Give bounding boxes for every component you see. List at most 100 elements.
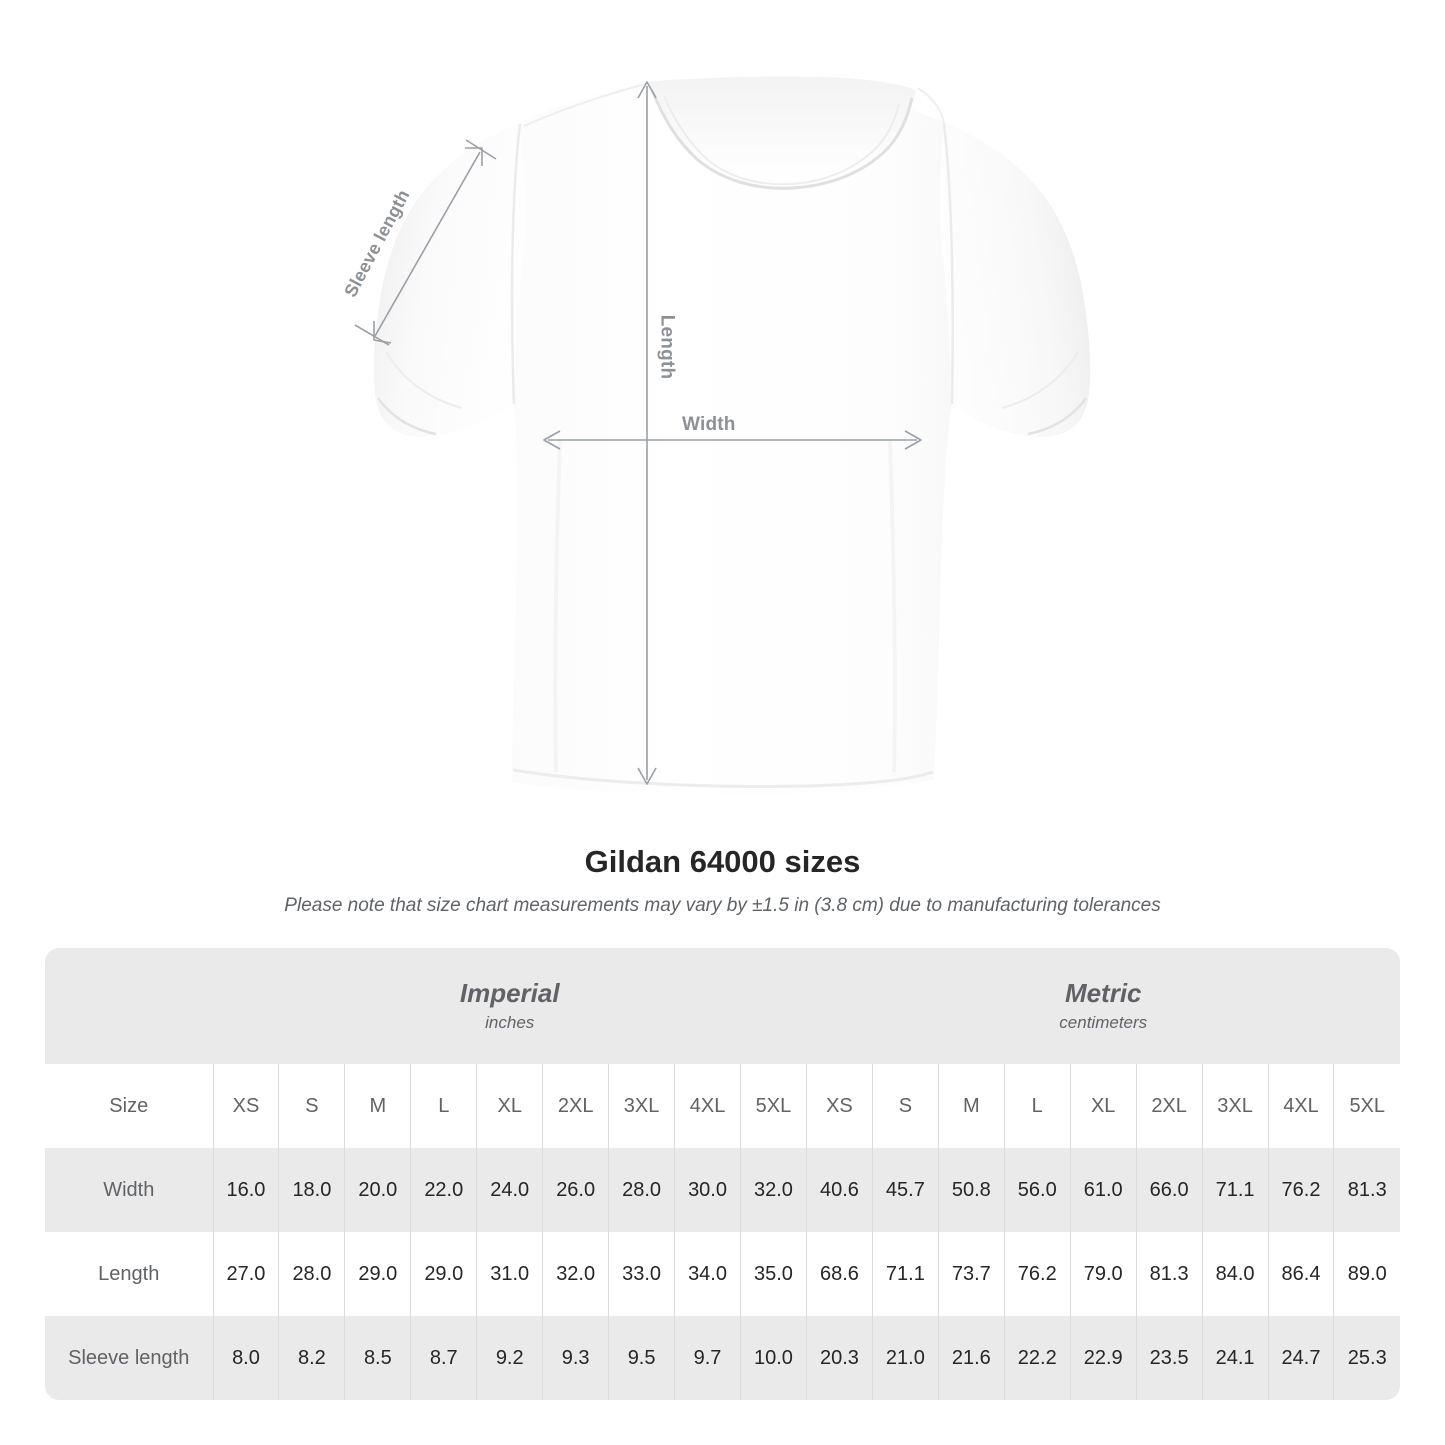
size-header-cell-metric-xs: XS bbox=[805, 1064, 873, 1148]
cell-sleeve-length-imperial-l: 8.7 bbox=[410, 1316, 477, 1400]
cell-sleeve-length-imperial-5xl: 10.0 bbox=[740, 1316, 807, 1400]
cell-sleeve-length-metric-s: 21.0 bbox=[871, 1316, 939, 1400]
cell-width-metric-m: 50.8 bbox=[937, 1148, 1005, 1232]
cell-sleeve-length-imperial-s: 8.2 bbox=[278, 1316, 345, 1400]
size-header-row: Size XS S M L XL 2XL 3XL 4XL 5XL XS S M L XL 2XL 3XL 4XL 5… bbox=[45, 1064, 1401, 1148]
length-dimension-label: Length bbox=[656, 314, 678, 380]
cell-length-imperial-3xl: 33.0 bbox=[608, 1232, 675, 1316]
cell-width-imperial-m: 20.0 bbox=[344, 1148, 411, 1232]
cell-length-metric-s: 71.1 bbox=[871, 1232, 939, 1316]
cell-sleeve-length-metric-3xl: 24.1 bbox=[1201, 1316, 1269, 1400]
size-header-cell-metric-4xl: 4XL bbox=[1267, 1064, 1334, 1148]
cell-length-metric-xs: 68.6 bbox=[805, 1232, 873, 1316]
chart-title-block: Gildan 64000 sizes Please note that size… bbox=[0, 844, 1445, 918]
cell-sleeve-length-metric-xs: 20.3 bbox=[805, 1316, 873, 1400]
size-header-cell-metric-3xl: 3XL bbox=[1201, 1064, 1269, 1148]
size-header-cell-metric-2xl: 2XL bbox=[1135, 1064, 1203, 1148]
tshirt-measurement-diagram: Sleeve length Length Width bbox=[340, 76, 1091, 796]
cell-sleeve-length-imperial-m: 8.5 bbox=[344, 1316, 411, 1400]
cell-sleeve-length-metric-4xl: 24.7 bbox=[1267, 1316, 1334, 1400]
size-header-cell-metric-5xl: 5XL bbox=[1333, 1064, 1401, 1148]
unit-group-header-imperial: Imperial inches bbox=[213, 948, 807, 1064]
cell-width-imperial-5xl: 32.0 bbox=[740, 1148, 807, 1232]
unit-group-subtitle: centimeters bbox=[1059, 1012, 1148, 1032]
cell-length-imperial-xl: 31.0 bbox=[476, 1232, 543, 1316]
unit-row-spacer bbox=[45, 948, 213, 1064]
size-header-cell-metric-l: L bbox=[1003, 1064, 1071, 1148]
measurement-tolerance-note: Please note that size chart measurements… bbox=[284, 895, 1161, 917]
cell-width-metric-4xl: 76.2 bbox=[1267, 1148, 1334, 1232]
cell-length-metric-4xl: 86.4 bbox=[1267, 1232, 1334, 1316]
size-header-cell-imperial-m: M bbox=[344, 1064, 411, 1148]
cell-sleeve-length-metric-m: 21.6 bbox=[937, 1316, 1005, 1400]
size-header-cell-imperial-xs: XS bbox=[212, 1064, 279, 1148]
tshirt-illustration bbox=[354, 76, 1091, 796]
table-row: Sleeve length 8.0 8.2 8.5 8.7 9.2 9.3 9.5 9.7 10.… bbox=[45, 1316, 1401, 1400]
table-row: Length 27.0 28.0 29.0 29.0 31.0 32.0 33.0 34.0 35… bbox=[45, 1232, 1401, 1316]
size-header-cell-imperial-5xl: 5XL bbox=[740, 1064, 807, 1148]
cell-sleeve-length-imperial-xl: 9.2 bbox=[476, 1316, 543, 1400]
row-label-width: Width bbox=[45, 1148, 213, 1232]
cell-length-imperial-m: 29.0 bbox=[344, 1232, 411, 1316]
unit-group-name: Imperial bbox=[459, 978, 560, 1008]
unit-group-header-row: Imperial inches Metric centimeters bbox=[45, 948, 1401, 1064]
cell-length-metric-xl: 79.0 bbox=[1069, 1232, 1137, 1316]
cell-width-imperial-3xl: 28.0 bbox=[608, 1148, 675, 1232]
cell-length-metric-5xl: 89.0 bbox=[1333, 1232, 1401, 1316]
cell-sleeve-length-metric-xl: 22.9 bbox=[1069, 1316, 1137, 1400]
size-row-label: Size bbox=[45, 1064, 213, 1148]
page-title: Gildan 64000 sizes bbox=[584, 844, 861, 879]
cell-length-imperial-s: 28.0 bbox=[278, 1232, 345, 1316]
cell-sleeve-length-metric-2xl: 23.5 bbox=[1135, 1316, 1203, 1400]
cell-length-metric-l: 76.2 bbox=[1003, 1232, 1071, 1316]
length-arrow bbox=[637, 81, 657, 785]
cell-width-metric-3xl: 71.1 bbox=[1201, 1148, 1269, 1232]
cell-width-metric-xl: 61.0 bbox=[1069, 1148, 1137, 1232]
shirt-body-shape bbox=[373, 76, 1091, 796]
cell-width-imperial-4xl: 30.0 bbox=[674, 1148, 741, 1232]
size-chart-table-container: Imperial inches Metric centimeters Size XS S M L… bbox=[45, 948, 1401, 1400]
cell-sleeve-length-imperial-4xl: 9.7 bbox=[674, 1316, 741, 1400]
cell-length-metric-2xl: 81.3 bbox=[1135, 1232, 1203, 1316]
cell-length-metric-m: 73.7 bbox=[937, 1232, 1005, 1316]
row-label-sleeve-length: Sleeve length bbox=[45, 1316, 213, 1400]
unit-group-subtitle: inches bbox=[485, 1012, 535, 1032]
cell-sleeve-length-imperial-xs: 8.0 bbox=[212, 1316, 279, 1400]
cell-width-metric-xs: 40.6 bbox=[805, 1148, 873, 1232]
cell-sleeve-length-metric-l: 22.2 bbox=[1003, 1316, 1071, 1400]
size-header-cell-metric-s: S bbox=[871, 1064, 939, 1148]
size-header-cell-imperial-3xl: 3XL bbox=[608, 1064, 675, 1148]
size-header-cell-metric-m: M bbox=[937, 1064, 1005, 1148]
table-row: Width 16.0 18.0 20.0 22.0 24.0 26.0 28.0 30.0 32.… bbox=[45, 1148, 1401, 1232]
cell-width-imperial-xl: 24.0 bbox=[476, 1148, 543, 1232]
annotation-arrows bbox=[354, 81, 922, 785]
cell-length-imperial-2xl: 32.0 bbox=[542, 1232, 609, 1316]
cell-sleeve-length-imperial-3xl: 9.5 bbox=[608, 1316, 675, 1400]
size-header-cell-imperial-l: L bbox=[410, 1064, 477, 1148]
unit-group-header-metric: Metric centimeters bbox=[806, 948, 1401, 1064]
cell-width-imperial-l: 22.0 bbox=[410, 1148, 477, 1232]
cell-length-metric-3xl: 84.0 bbox=[1201, 1232, 1269, 1316]
cell-width-imperial-2xl: 26.0 bbox=[542, 1148, 609, 1232]
width-arrow bbox=[543, 430, 922, 450]
cell-width-imperial-xs: 16.0 bbox=[212, 1148, 279, 1232]
cell-length-imperial-4xl: 34.0 bbox=[674, 1232, 741, 1316]
cell-sleeve-length-metric-5xl: 25.3 bbox=[1333, 1316, 1401, 1400]
size-header-cell-imperial-xl: XL bbox=[476, 1064, 543, 1148]
size-header-cell-metric-xl: XL bbox=[1069, 1064, 1137, 1148]
cell-width-metric-2xl: 66.0 bbox=[1135, 1148, 1203, 1232]
cell-width-metric-l: 56.0 bbox=[1003, 1148, 1071, 1232]
sleeve-length-arrow bbox=[354, 139, 497, 346]
cell-length-imperial-xs: 27.0 bbox=[212, 1232, 279, 1316]
cell-width-metric-s: 45.7 bbox=[871, 1148, 939, 1232]
size-header-cell-imperial-4xl: 4XL bbox=[674, 1064, 741, 1148]
cell-width-imperial-s: 18.0 bbox=[278, 1148, 345, 1232]
size-header-cell-imperial-s: S bbox=[278, 1064, 345, 1148]
cell-width-metric-5xl: 81.3 bbox=[1333, 1148, 1401, 1232]
size-chart-table: Imperial inches Metric centimeters Size XS S M L… bbox=[45, 948, 1401, 1400]
width-dimension-label: Width bbox=[682, 414, 736, 435]
row-label-length: Length bbox=[45, 1232, 213, 1316]
cell-sleeve-length-imperial-2xl: 9.3 bbox=[542, 1316, 609, 1400]
size-header-cell-imperial-2xl: 2XL bbox=[542, 1064, 609, 1148]
cell-length-imperial-l: 29.0 bbox=[410, 1232, 477, 1316]
